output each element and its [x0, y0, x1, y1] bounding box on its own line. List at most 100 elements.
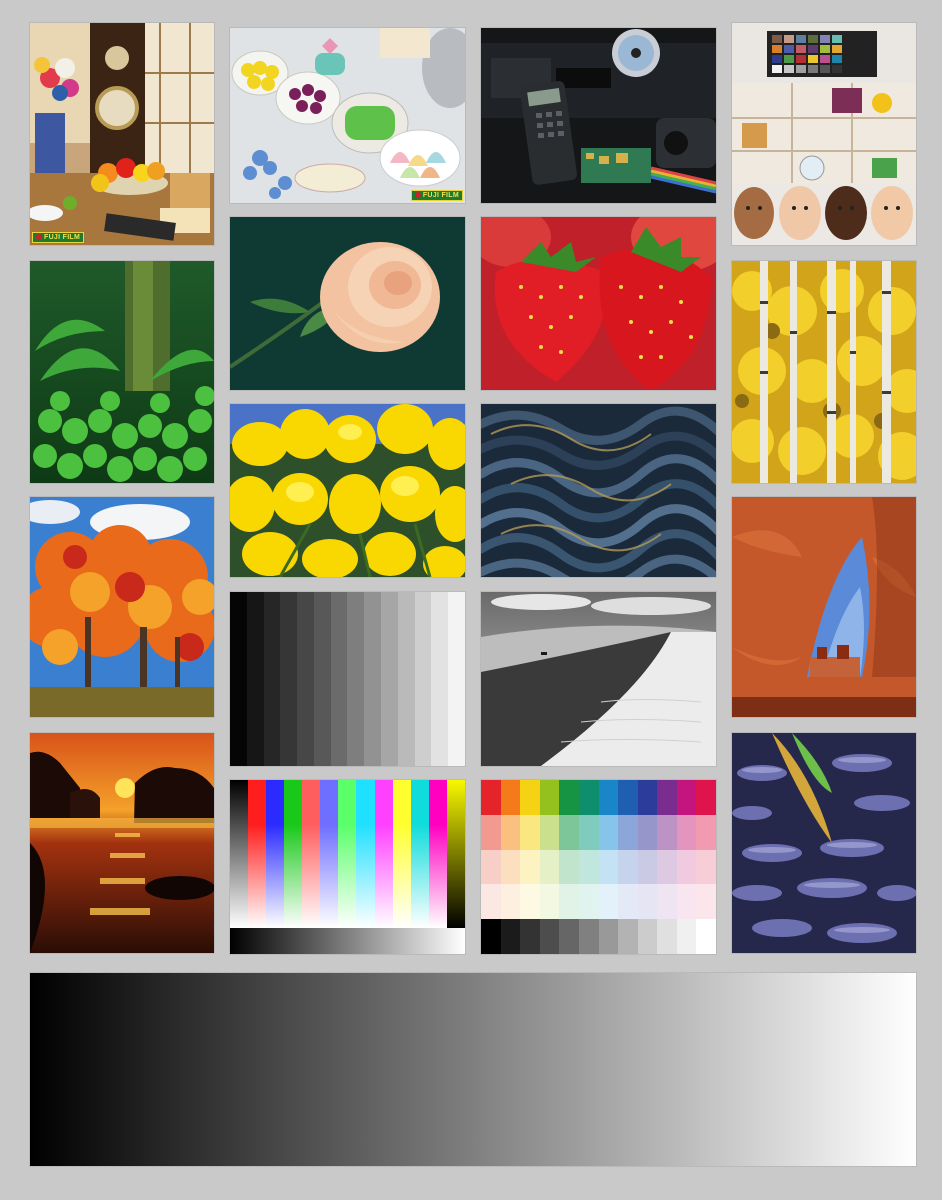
- color-bar: [392, 780, 411, 928]
- gray-step: [364, 592, 382, 766]
- color-bar: [266, 780, 285, 928]
- color-bar: [428, 780, 447, 928]
- color-patch: [618, 919, 638, 954]
- gray-step: [297, 592, 314, 766]
- color-patch: [559, 849, 579, 885]
- fujifilm-logo: FUJI FILM: [32, 232, 85, 243]
- color-patch: [676, 814, 697, 850]
- color-patch: [657, 780, 677, 815]
- gray-step: [448, 592, 465, 766]
- color-patch: [520, 849, 540, 885]
- color-patch: [637, 814, 658, 850]
- lava-texture: [481, 404, 716, 577]
- color-patch: [578, 884, 599, 920]
- color-patch: [481, 884, 501, 920]
- color-bar: [446, 780, 465, 928]
- color-patch: [657, 884, 677, 920]
- color-patch: [598, 919, 619, 954]
- gray-step: [414, 592, 432, 766]
- color-patch: [481, 814, 501, 850]
- aspen-birch-trees: [732, 261, 916, 483]
- color-patch: [500, 780, 521, 815]
- soaps-and-bath-items: FUJI FILM: [230, 28, 465, 203]
- color-patch: [618, 849, 638, 885]
- gray-step: [381, 592, 398, 766]
- color-patch: [637, 780, 658, 815]
- yellow-flowers: [230, 404, 465, 577]
- color-chart-and-baby-faces: [732, 23, 916, 245]
- color-patch: [696, 884, 716, 920]
- gray-step: [397, 592, 415, 766]
- color-patch: [539, 884, 560, 920]
- color-patch: [539, 849, 560, 885]
- color-patch: [598, 884, 619, 920]
- still-life-clock-fruit: FUJI FILM: [30, 23, 214, 245]
- color-bar: [284, 780, 303, 928]
- color-patch: [520, 919, 540, 954]
- gray-step: [280, 592, 298, 766]
- color-patch: [539, 814, 560, 850]
- gray-step: [246, 592, 264, 766]
- color-patch: [598, 780, 619, 815]
- color-patch: [578, 919, 599, 954]
- color-patch: [637, 884, 658, 920]
- color-bar: [302, 780, 321, 928]
- color-patch: [578, 814, 599, 850]
- color-patch: [618, 814, 638, 850]
- color-patch: [618, 780, 638, 815]
- gray-step: [230, 592, 247, 766]
- gray-step: [263, 592, 281, 766]
- color-bar-row: [248, 780, 465, 928]
- color-patch: [500, 814, 521, 850]
- color-patch: [559, 884, 579, 920]
- color-patch: [676, 849, 697, 885]
- sand-dune-bw: [481, 592, 716, 766]
- sunset-beach: [30, 733, 214, 953]
- color-patch: [520, 814, 540, 850]
- color-patch: [481, 919, 501, 954]
- color-patch: [657, 814, 677, 850]
- color-patch: [637, 849, 658, 885]
- color-patch: [559, 780, 579, 815]
- gray-gradient-bar: [30, 973, 916, 1166]
- color-bar: [248, 780, 267, 928]
- color-bars: [230, 780, 465, 954]
- gray-step: [347, 592, 365, 766]
- red-rock-arch: [732, 497, 916, 717]
- gray-step-scale: [230, 592, 465, 766]
- color-patch: [520, 780, 540, 815]
- color-bar: [374, 780, 393, 928]
- color-patch: [676, 780, 697, 815]
- color-patch: [520, 884, 540, 920]
- peach-rose: [230, 217, 465, 390]
- color-patch: [578, 780, 599, 815]
- color-patch: [481, 780, 501, 815]
- color-patch: [559, 919, 579, 954]
- color-bar: [338, 780, 357, 928]
- color-patch: [676, 919, 697, 954]
- color-patch: [696, 919, 716, 954]
- fern-forest: [30, 261, 214, 483]
- bw-vertical-ramp: [230, 780, 248, 928]
- color-patch: [481, 849, 501, 885]
- mudflat-reflection: [732, 733, 916, 953]
- color-patch: [539, 780, 560, 815]
- color-patch: [696, 849, 716, 885]
- fujifilm-logo: FUJI FILM: [410, 190, 463, 201]
- color-patch: [696, 814, 716, 850]
- color-patch: [559, 814, 579, 850]
- color-patch: [696, 780, 716, 815]
- electronics-calculator-camcorder: [481, 28, 716, 203]
- gray-step: [313, 592, 331, 766]
- color-patch: [500, 849, 521, 885]
- color-patch: [618, 884, 638, 920]
- color-patch: [578, 849, 599, 885]
- color-patch: [500, 919, 521, 954]
- color-bar: [356, 780, 375, 928]
- strawberries: [481, 217, 716, 390]
- color-patch: [657, 849, 677, 885]
- color-patch: [598, 849, 619, 885]
- color-patch: [500, 884, 521, 920]
- color-bar: [410, 780, 429, 928]
- color-bar: [320, 780, 339, 928]
